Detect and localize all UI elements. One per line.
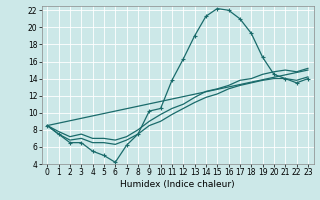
X-axis label: Humidex (Indice chaleur): Humidex (Indice chaleur): [120, 180, 235, 189]
